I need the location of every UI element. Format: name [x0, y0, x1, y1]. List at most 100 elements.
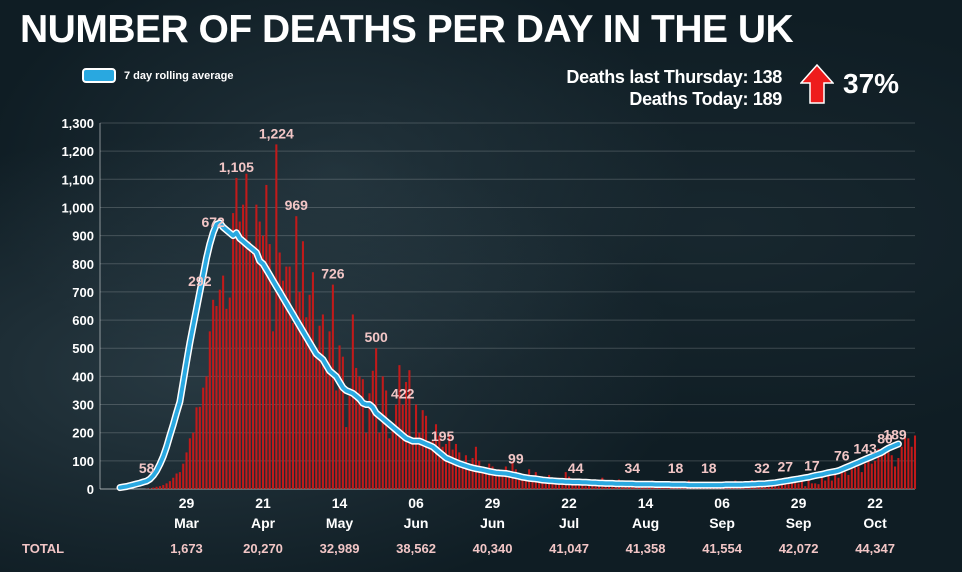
y-tick-label: 1,000 — [61, 200, 94, 215]
bar — [461, 466, 464, 489]
bar — [215, 306, 218, 489]
bar — [321, 314, 324, 489]
bar — [834, 469, 837, 489]
bar — [268, 244, 271, 489]
bar — [441, 446, 444, 489]
bar — [777, 486, 780, 489]
y-tick-label: 700 — [72, 285, 94, 300]
bar — [438, 435, 441, 489]
bar — [172, 477, 175, 489]
bar — [770, 486, 773, 489]
total-value: 40,340 — [473, 541, 513, 556]
data-label: 969 — [285, 197, 309, 213]
chart-title: NUMBER OF DEATHS PER DAY IN THE UK — [20, 8, 794, 51]
bar — [820, 477, 823, 489]
bar — [454, 443, 457, 489]
bar — [222, 275, 225, 489]
bar — [501, 474, 504, 489]
deaths-today: Deaths Today: 189 — [629, 89, 782, 109]
bar — [345, 427, 348, 489]
bar — [481, 472, 484, 489]
bar — [371, 370, 374, 489]
bar — [418, 432, 421, 489]
bar — [195, 407, 198, 489]
bar — [192, 432, 195, 489]
x-tick-month: Jun — [480, 515, 505, 531]
bar — [900, 446, 903, 489]
y-tick-label: 0 — [87, 482, 94, 497]
bar — [255, 204, 258, 489]
bar — [148, 488, 151, 489]
bar — [428, 441, 431, 489]
bar — [551, 480, 554, 489]
bar — [285, 266, 288, 489]
bar — [494, 472, 497, 489]
rolling-average-series — [118, 220, 901, 490]
bar — [188, 438, 191, 489]
red-up-arrow-icon — [800, 64, 834, 104]
bar — [258, 221, 261, 490]
bar — [531, 480, 534, 489]
bar — [840, 466, 843, 489]
bar — [797, 483, 800, 489]
bar — [242, 204, 245, 489]
x-tick-month: May — [326, 515, 353, 531]
bar — [318, 325, 321, 489]
bar — [561, 483, 564, 489]
bar — [341, 356, 344, 489]
bar — [162, 485, 165, 489]
total-value: 41,047 — [549, 541, 589, 556]
bar — [331, 284, 334, 489]
bar — [884, 449, 887, 489]
data-label: 34 — [624, 460, 640, 476]
legend: 7 day rolling average — [82, 68, 233, 83]
data-label: 500 — [364, 329, 388, 345]
bar — [265, 184, 268, 489]
bar — [518, 474, 521, 489]
bar — [903, 435, 907, 489]
bar — [607, 486, 611, 489]
bar — [837, 477, 840, 489]
data-label: 1,105 — [219, 159, 254, 175]
bar — [198, 406, 201, 489]
bar — [847, 474, 850, 489]
bar — [794, 481, 797, 489]
totals-label: TOTAL — [22, 541, 64, 556]
bars — [145, 144, 917, 490]
y-tick-label: 1,200 — [61, 144, 94, 159]
bar — [262, 235, 265, 489]
total-value: 42,072 — [779, 541, 819, 556]
bar — [311, 272, 314, 489]
bar — [388, 438, 391, 489]
bar — [408, 370, 411, 489]
data-label: 726 — [321, 266, 345, 282]
bar — [232, 213, 235, 490]
bar — [378, 432, 381, 489]
bar — [857, 466, 860, 489]
bar — [890, 455, 893, 489]
data-label: 422 — [391, 386, 415, 402]
bar — [464, 455, 467, 489]
bar — [844, 472, 847, 489]
bar — [212, 299, 215, 489]
bar — [817, 484, 820, 489]
bar — [361, 379, 364, 489]
data-label: 80 — [877, 431, 893, 447]
bar — [854, 467, 857, 489]
legend-label: 7 day rolling average — [124, 69, 234, 82]
total-value: 44,347 — [855, 541, 895, 556]
bar — [860, 472, 863, 489]
total-value: 41,358 — [626, 541, 666, 556]
bar — [431, 441, 434, 489]
bar — [155, 486, 158, 489]
bar — [538, 477, 541, 489]
bar — [281, 280, 285, 489]
x-tick-day: 14 — [332, 495, 348, 511]
bar — [421, 410, 424, 489]
bar — [867, 458, 870, 489]
data-label: 189 — [883, 426, 907, 442]
bar — [271, 331, 275, 489]
data-label: 76 — [834, 447, 850, 463]
bar — [252, 246, 255, 489]
